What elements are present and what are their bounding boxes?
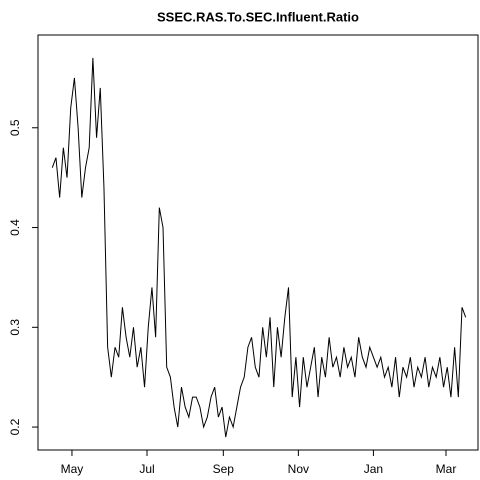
x-tick-label: Jan — [364, 462, 383, 476]
y-tick-label: 0.5 — [8, 119, 22, 136]
x-tick-label: Jul — [139, 462, 154, 476]
x-tick-label: Nov — [288, 462, 309, 476]
y-tick-label: 0.4 — [8, 219, 22, 236]
x-tick-label: May — [61, 462, 84, 476]
chart-title: SSEC.RAS.To.SEC.Influent.Ratio — [157, 9, 359, 24]
x-tick-label: Mar — [436, 462, 457, 476]
x-tick-label: Sep — [213, 462, 235, 476]
data-line — [51, 57, 467, 438]
y-tick-label: 0.2 — [8, 418, 22, 435]
y-tick-label: 0.3 — [8, 319, 22, 336]
